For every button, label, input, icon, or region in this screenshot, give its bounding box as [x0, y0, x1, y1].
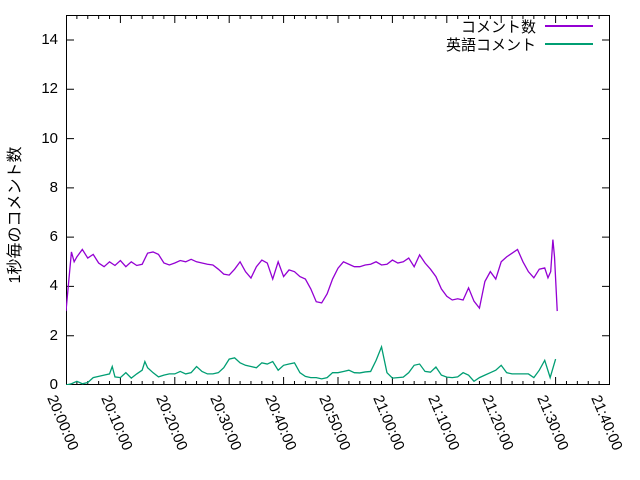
plot-canvas	[66, 15, 610, 385]
y-tick-label: 10	[41, 129, 58, 147]
legend-item: コメント数	[446, 17, 593, 36]
series-コメント数	[66, 239, 558, 312]
legend-label: 英語コメント	[445, 36, 536, 54]
y-tick-label: 6	[49, 228, 58, 246]
x-tick-label: 21:30:00	[532, 392, 572, 454]
legend-line-sample	[545, 43, 593, 45]
x-tick-label: 20:30:00	[206, 392, 245, 454]
legend-label: コメント数	[460, 18, 536, 36]
legend-line-sample	[545, 25, 593, 27]
y-tick-label: 8	[49, 178, 58, 196]
y-axis-title: 1秒毎のコメント数	[7, 146, 24, 284]
x-tick-label: 20:20:00	[152, 392, 191, 454]
y-tick-label: 12	[41, 80, 58, 98]
x-tick-label: 20:50:00	[315, 392, 354, 454]
x-tick-label: 20:40:00	[260, 392, 300, 454]
legend: コメント数 英語コメント	[445, 17, 593, 54]
x-tick-label: 20:10:00	[97, 392, 137, 454]
x-tick-label: 21:10:00	[424, 392, 463, 454]
y-tick-label: 14	[41, 31, 58, 48]
series-英語コメント	[66, 344, 557, 385]
y-tick-label: 0	[49, 376, 58, 393]
plot-area	[66, 15, 610, 385]
x-tick-label: 21:00:00	[369, 392, 409, 454]
x-tick-label: 21:40:00	[587, 392, 626, 454]
x-tick-label: 21:20:00	[478, 392, 517, 454]
y-tick-label: 4	[49, 277, 58, 295]
x-tick-label: 20:00:00	[43, 392, 82, 454]
legend-item: 英語コメント	[445, 35, 593, 54]
y-tick-label: 2	[49, 326, 58, 344]
